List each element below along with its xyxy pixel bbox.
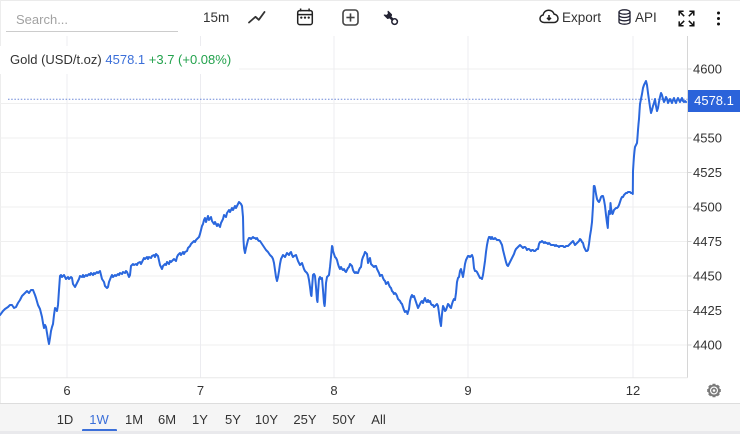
svg-text:9: 9 [464, 383, 471, 398]
svg-text:4550: 4550 [693, 131, 722, 146]
svg-text:6: 6 [63, 383, 70, 398]
svg-text:12: 12 [626, 383, 640, 398]
svg-text:7: 7 [197, 383, 204, 398]
svg-text:4525: 4525 [693, 165, 722, 180]
svg-text:4400: 4400 [693, 338, 722, 353]
svg-text:4425: 4425 [693, 303, 722, 318]
svg-text:4500: 4500 [693, 200, 722, 215]
svg-text:4600: 4600 [693, 62, 722, 77]
svg-text:8: 8 [330, 383, 337, 398]
svg-text:4475: 4475 [693, 234, 722, 249]
svg-text:4450: 4450 [693, 269, 722, 284]
